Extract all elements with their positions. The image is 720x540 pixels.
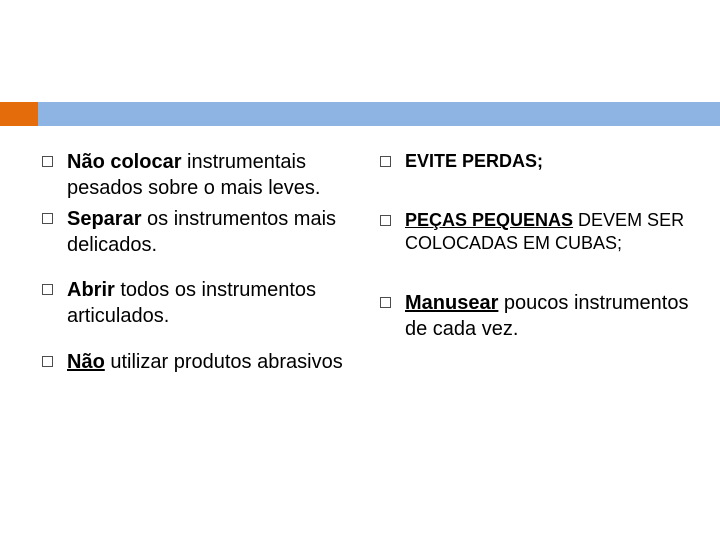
bullet-icon [380, 297, 391, 308]
bullet-icon [380, 215, 391, 226]
spacer [380, 179, 690, 209]
bullet-icon [42, 213, 53, 224]
list-item: PEÇAS PEQUENAS DEVEM SER COLOCADAS EM CU… [380, 209, 690, 255]
list-item: Não utilizar produtos abrasivos [42, 350, 352, 376]
right-column: EVITE PERDAS; PEÇAS PEQUENAS DEVEM SER C… [380, 150, 690, 520]
bold-text: Não colocar [67, 151, 181, 173]
spacer [380, 261, 690, 291]
bold-text: Separar [67, 208, 142, 230]
item-text: PEÇAS PEQUENAS DEVEM SER COLOCADAS EM CU… [405, 209, 690, 255]
bold-text: Abrir [67, 279, 115, 301]
content-area: Não colocar instrumentais pesados sobre … [42, 150, 690, 520]
item-text: Abrir todos os instrumentos articulados. [67, 278, 352, 329]
accent-block [0, 102, 38, 126]
title-bar [38, 102, 720, 126]
bullet-icon [42, 284, 53, 295]
bold-underline-text: PEÇAS PEQUENAS [405, 210, 573, 230]
item-text: Não utilizar produtos abrasivos [67, 350, 343, 376]
left-column: Não colocar instrumentais pesados sobre … [42, 150, 352, 520]
bold-underline-text: Manusear [405, 292, 498, 314]
list-item: Abrir todos os instrumentos articulados. [42, 278, 352, 329]
rest-text: utilizar produtos abrasivos [105, 351, 343, 373]
spacer [42, 336, 352, 350]
title-band [0, 102, 720, 126]
bold-text: EVITE PERDAS; [405, 151, 543, 171]
list-item: Não colocar instrumentais pesados sobre … [42, 150, 352, 201]
item-text: Não colocar instrumentais pesados sobre … [67, 150, 352, 201]
bullet-icon [42, 156, 53, 167]
item-text: Separar os instrumentos mais delicados. [67, 207, 352, 258]
bullet-icon [42, 356, 53, 367]
item-text: Manusear poucos instrumentos de cada vez… [405, 291, 690, 342]
list-item: Separar os instrumentos mais delicados. [42, 207, 352, 258]
spacer [42, 264, 352, 278]
bullet-icon [380, 156, 391, 167]
bold-underline-text: Não [67, 351, 105, 373]
list-item: EVITE PERDAS; [380, 150, 690, 173]
list-item: Manusear poucos instrumentos de cada vez… [380, 291, 690, 342]
item-text: EVITE PERDAS; [405, 150, 543, 173]
